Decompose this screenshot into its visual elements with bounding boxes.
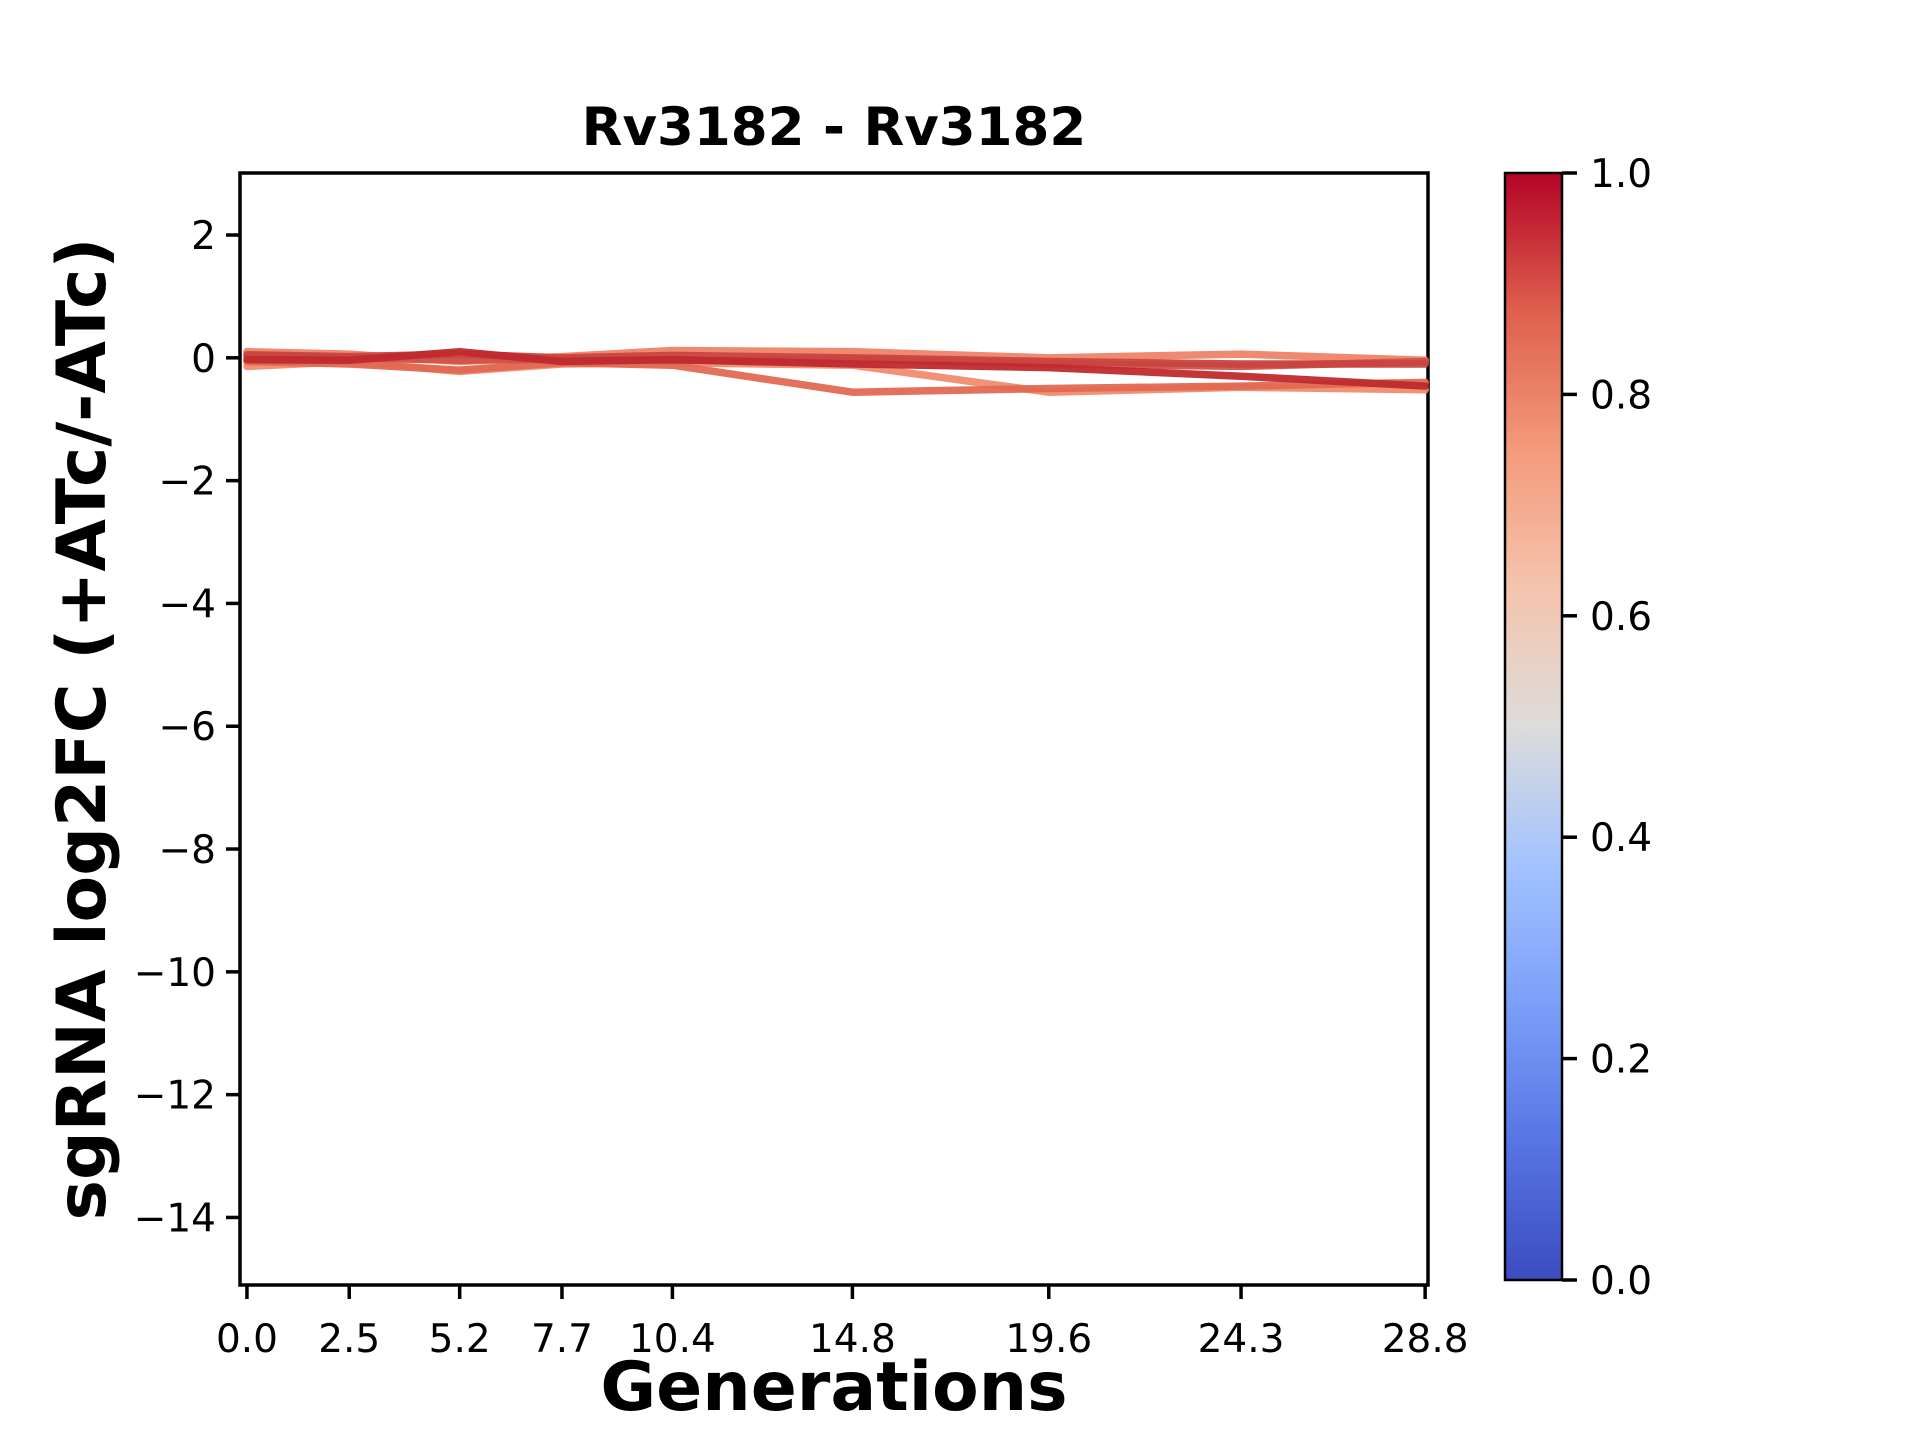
colorbar: 0.0 0.2 0.4 0.6 0.8 1.0 [1503,152,1652,1304]
x-tick-label: 24.3 [1198,1317,1285,1362]
colorbar-tick-label: 0.6 [1590,595,1652,640]
y-tick-label: −6 [159,705,217,750]
colorbar-tick-label: 0.8 [1590,373,1652,418]
line-series-group [243,346,1429,396]
y-tick-label: −12 [134,1074,216,1119]
y-axis-label: sgRNA log2FC (+ATc/-ATc) [43,238,122,1221]
y-tick-label: −4 [159,582,217,627]
y-tick-label: −14 [134,1196,216,1241]
y-tick-label: −10 [134,951,216,996]
plot-area [238,171,1430,1287]
y-axis-ticks: 2 0 −2 −4 −6 −8 −10 −12 −14 [134,214,240,1241]
x-tick-label: 10.4 [629,1317,716,1362]
x-tick-label: 14.8 [809,1317,896,1362]
x-tick-label: 0.0 [216,1317,278,1362]
x-tick-label: 2.5 [318,1317,380,1362]
x-tick-label: 7.7 [531,1317,593,1362]
colorbar-tick-label: 0.0 [1590,1259,1652,1304]
series-line-sgRNA-3 [243,347,1429,390]
colorbar-gradient [1503,171,1564,1282]
x-tick-label: 28.8 [1382,1317,1469,1362]
y-tick-label: −2 [159,460,217,505]
x-axis-label: Generations [600,1348,1067,1427]
x-tick-label: 19.6 [1005,1317,1092,1362]
colorbar-tick-label: 0.2 [1590,1038,1652,1083]
y-tick-label: 0 [191,337,216,382]
chart-title: Rv3182 - Rv3182 [582,97,1087,158]
x-tick-label: 5.2 [429,1317,491,1362]
colorbar-tick-label: 1.0 [1590,152,1652,197]
y-tick-label: −8 [159,828,217,873]
series-line-sgRNA-4 [243,357,1429,396]
y-tick-label: 2 [191,214,216,259]
colorbar-tick-label: 0.4 [1590,816,1652,861]
x-axis-ticks: 0.0 2.5 5.2 7.7 10.4 14.8 19.6 24.3 28.8 [216,1285,1469,1362]
